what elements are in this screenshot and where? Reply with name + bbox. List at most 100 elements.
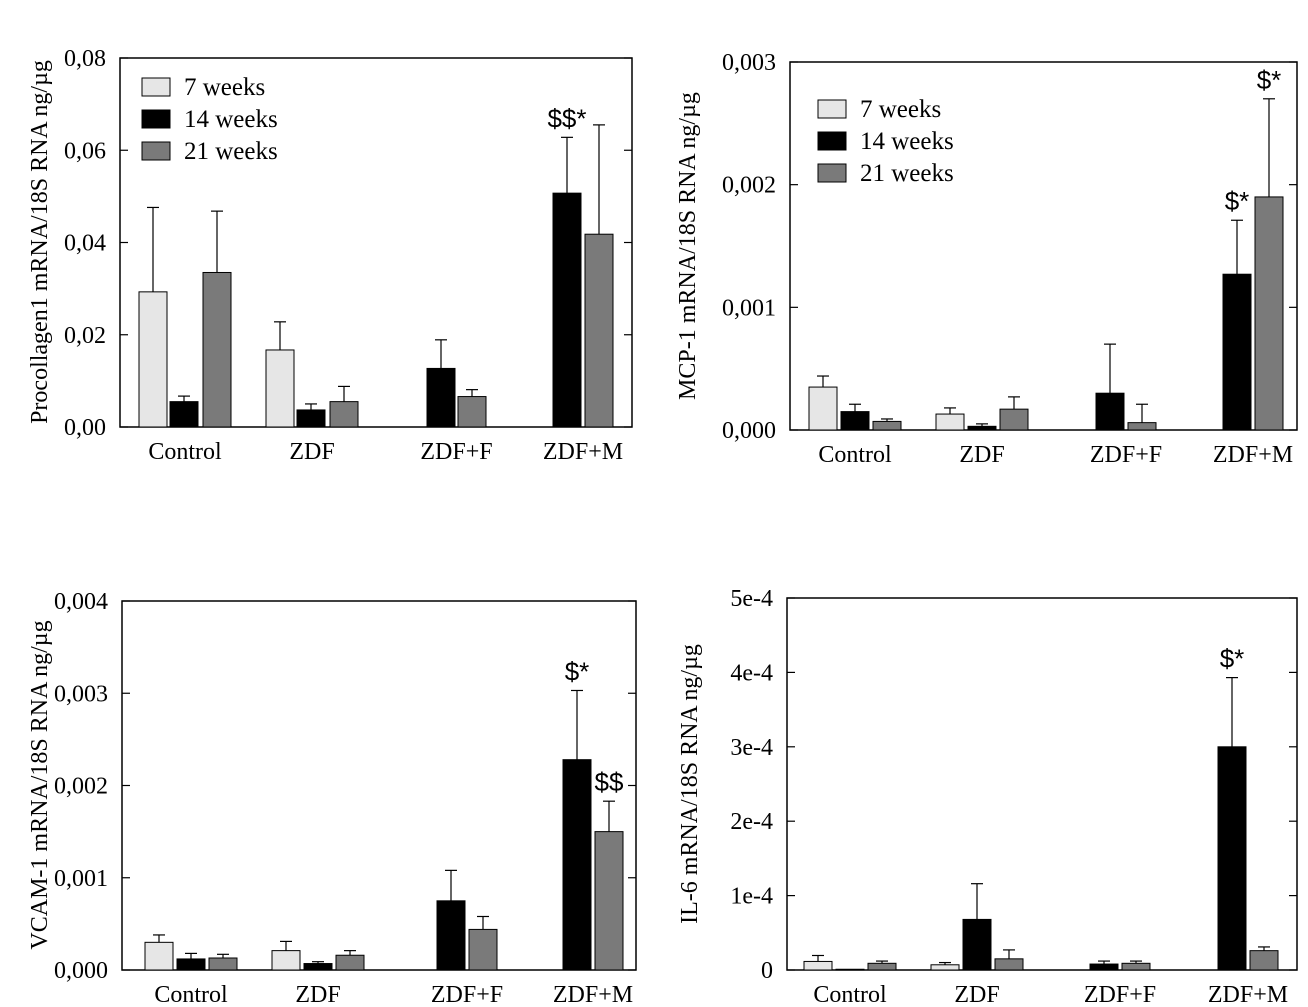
bar <box>144 941 174 971</box>
y-tick-label: 0,000 <box>54 958 108 984</box>
bar <box>1089 963 1119 971</box>
bar <box>265 349 295 428</box>
bar <box>202 271 232 428</box>
chart-2: 0,000 0,001 0,002 0,003 MCP-1 mRNA/18S RNA n… <box>675 50 1298 468</box>
y-tick-label: 0,00 <box>64 415 106 441</box>
y-axis-label: MCP-1 mRNA/18S RNA ng/µg <box>675 92 701 400</box>
bar <box>329 401 359 428</box>
x-tick-label: ZDF+F <box>1084 982 1156 1007</box>
bar <box>872 420 902 431</box>
y-axis-label: VCAM-1 mRNA/18S RNA ng/µg <box>27 620 53 949</box>
y-tick-label: 0,002 <box>54 774 108 800</box>
chart-4: 0 1e-4 2e-4 3e-4 4e-4 5e-4 IL-6 mRNA/18S RNA n… <box>677 586 1298 1007</box>
x-tick-label: ZDF <box>289 439 334 465</box>
y-tick-label: 0,04 <box>64 231 106 257</box>
bar <box>1249 950 1279 971</box>
significance-annotation: $$ <box>595 767 624 797</box>
y-tick-label: 0 <box>761 958 773 984</box>
x-tick-label: ZDF+F <box>420 439 492 465</box>
bar <box>1254 196 1284 431</box>
legend-label: 21 weeks <box>860 160 954 187</box>
x-tick-label: ZDF <box>295 982 340 1007</box>
y-tick-label: 4e-4 <box>730 660 773 686</box>
bar <box>271 950 301 971</box>
legend-swatch <box>141 77 171 97</box>
x-tick-label: ZDF <box>954 982 999 1007</box>
bar <box>562 759 592 971</box>
x-tick-label: ZDF+M <box>1213 442 1293 468</box>
x-tick-label: Control <box>818 442 892 468</box>
bar <box>468 928 498 971</box>
y-tick-label: 0,001 <box>722 295 776 321</box>
x-tick-label: ZDF+M <box>543 439 623 465</box>
chart-1: 0,00 0,02 0,04 0,06 0,08 Procollagen1 mRNA/18… <box>27 46 633 465</box>
legend-swatch <box>817 131 847 151</box>
significance-annotation: $* <box>565 656 590 686</box>
bar <box>935 413 965 431</box>
y-tick-label: 3e-4 <box>730 735 773 761</box>
bar <box>169 401 199 428</box>
bar <box>303 963 333 971</box>
y-tick-label: 0,02 <box>64 323 106 349</box>
bar <box>803 960 833 971</box>
significance-annotation: $* <box>1225 186 1250 216</box>
y-tick-label: 0,003 <box>54 681 108 707</box>
bar <box>594 831 624 971</box>
bar <box>457 396 487 428</box>
bar <box>552 192 582 428</box>
x-tick-label: ZDF+F <box>431 982 503 1007</box>
bar <box>335 954 365 971</box>
plot-frame <box>786 597 1298 971</box>
bar <box>296 409 326 428</box>
bar <box>1217 746 1247 971</box>
bar <box>994 958 1024 971</box>
x-tick-label: Control <box>148 439 222 465</box>
bar <box>1121 962 1151 971</box>
x-tick-label: ZDF+M <box>553 982 633 1007</box>
x-tick-label: ZDF <box>959 442 1004 468</box>
bar <box>962 918 992 971</box>
y-tick-label: 1e-4 <box>730 884 773 910</box>
bar <box>835 968 865 971</box>
bar <box>1095 392 1125 431</box>
bar <box>176 958 206 971</box>
legend-label: 7 weeks <box>860 96 941 123</box>
legend-swatch <box>141 141 171 161</box>
y-tick-label: 0,000 <box>722 418 776 444</box>
significance-annotation: $$* <box>547 103 586 133</box>
bar <box>999 408 1029 431</box>
y-tick-label: 5e-4 <box>730 586 773 612</box>
y-axis-label: IL-6 mRNA/18S RNA ng/µg <box>677 644 703 924</box>
y-tick-label: 0,003 <box>722 50 776 76</box>
bar <box>436 900 466 971</box>
bar <box>867 962 897 971</box>
legend-label: 21 weeks <box>184 138 278 165</box>
significance-annotation: $* <box>1220 644 1245 674</box>
x-tick-label: Control <box>154 982 228 1007</box>
legend-swatch <box>141 109 171 129</box>
bar <box>138 291 168 428</box>
bar <box>930 964 960 971</box>
significance-annotation: $* <box>1257 65 1282 95</box>
plot-frame <box>789 61 1298 431</box>
legend-swatch <box>817 99 847 119</box>
y-tick-label: 2e-4 <box>730 809 773 835</box>
bar <box>426 367 456 428</box>
x-tick-label: ZDF+M <box>1208 982 1288 1007</box>
y-tick-label: 0,001 <box>54 866 108 892</box>
bar <box>1222 273 1252 431</box>
bar <box>1127 422 1157 431</box>
legend-swatch <box>817 163 847 183</box>
y-tick-label: 0,002 <box>722 173 776 199</box>
legend-label: 7 weeks <box>184 74 265 101</box>
plot-frame <box>121 600 637 971</box>
y-tick-label: 0,08 <box>64 46 106 72</box>
y-tick-label: 0,004 <box>54 589 108 615</box>
legend-label: 14 weeks <box>860 128 954 155</box>
bar <box>967 425 997 431</box>
bar <box>808 386 838 431</box>
y-tick-label: 0,06 <box>64 138 106 164</box>
y-axis-label: Procollagen1 mRNA/18S RNA ng/µg <box>27 60 53 424</box>
